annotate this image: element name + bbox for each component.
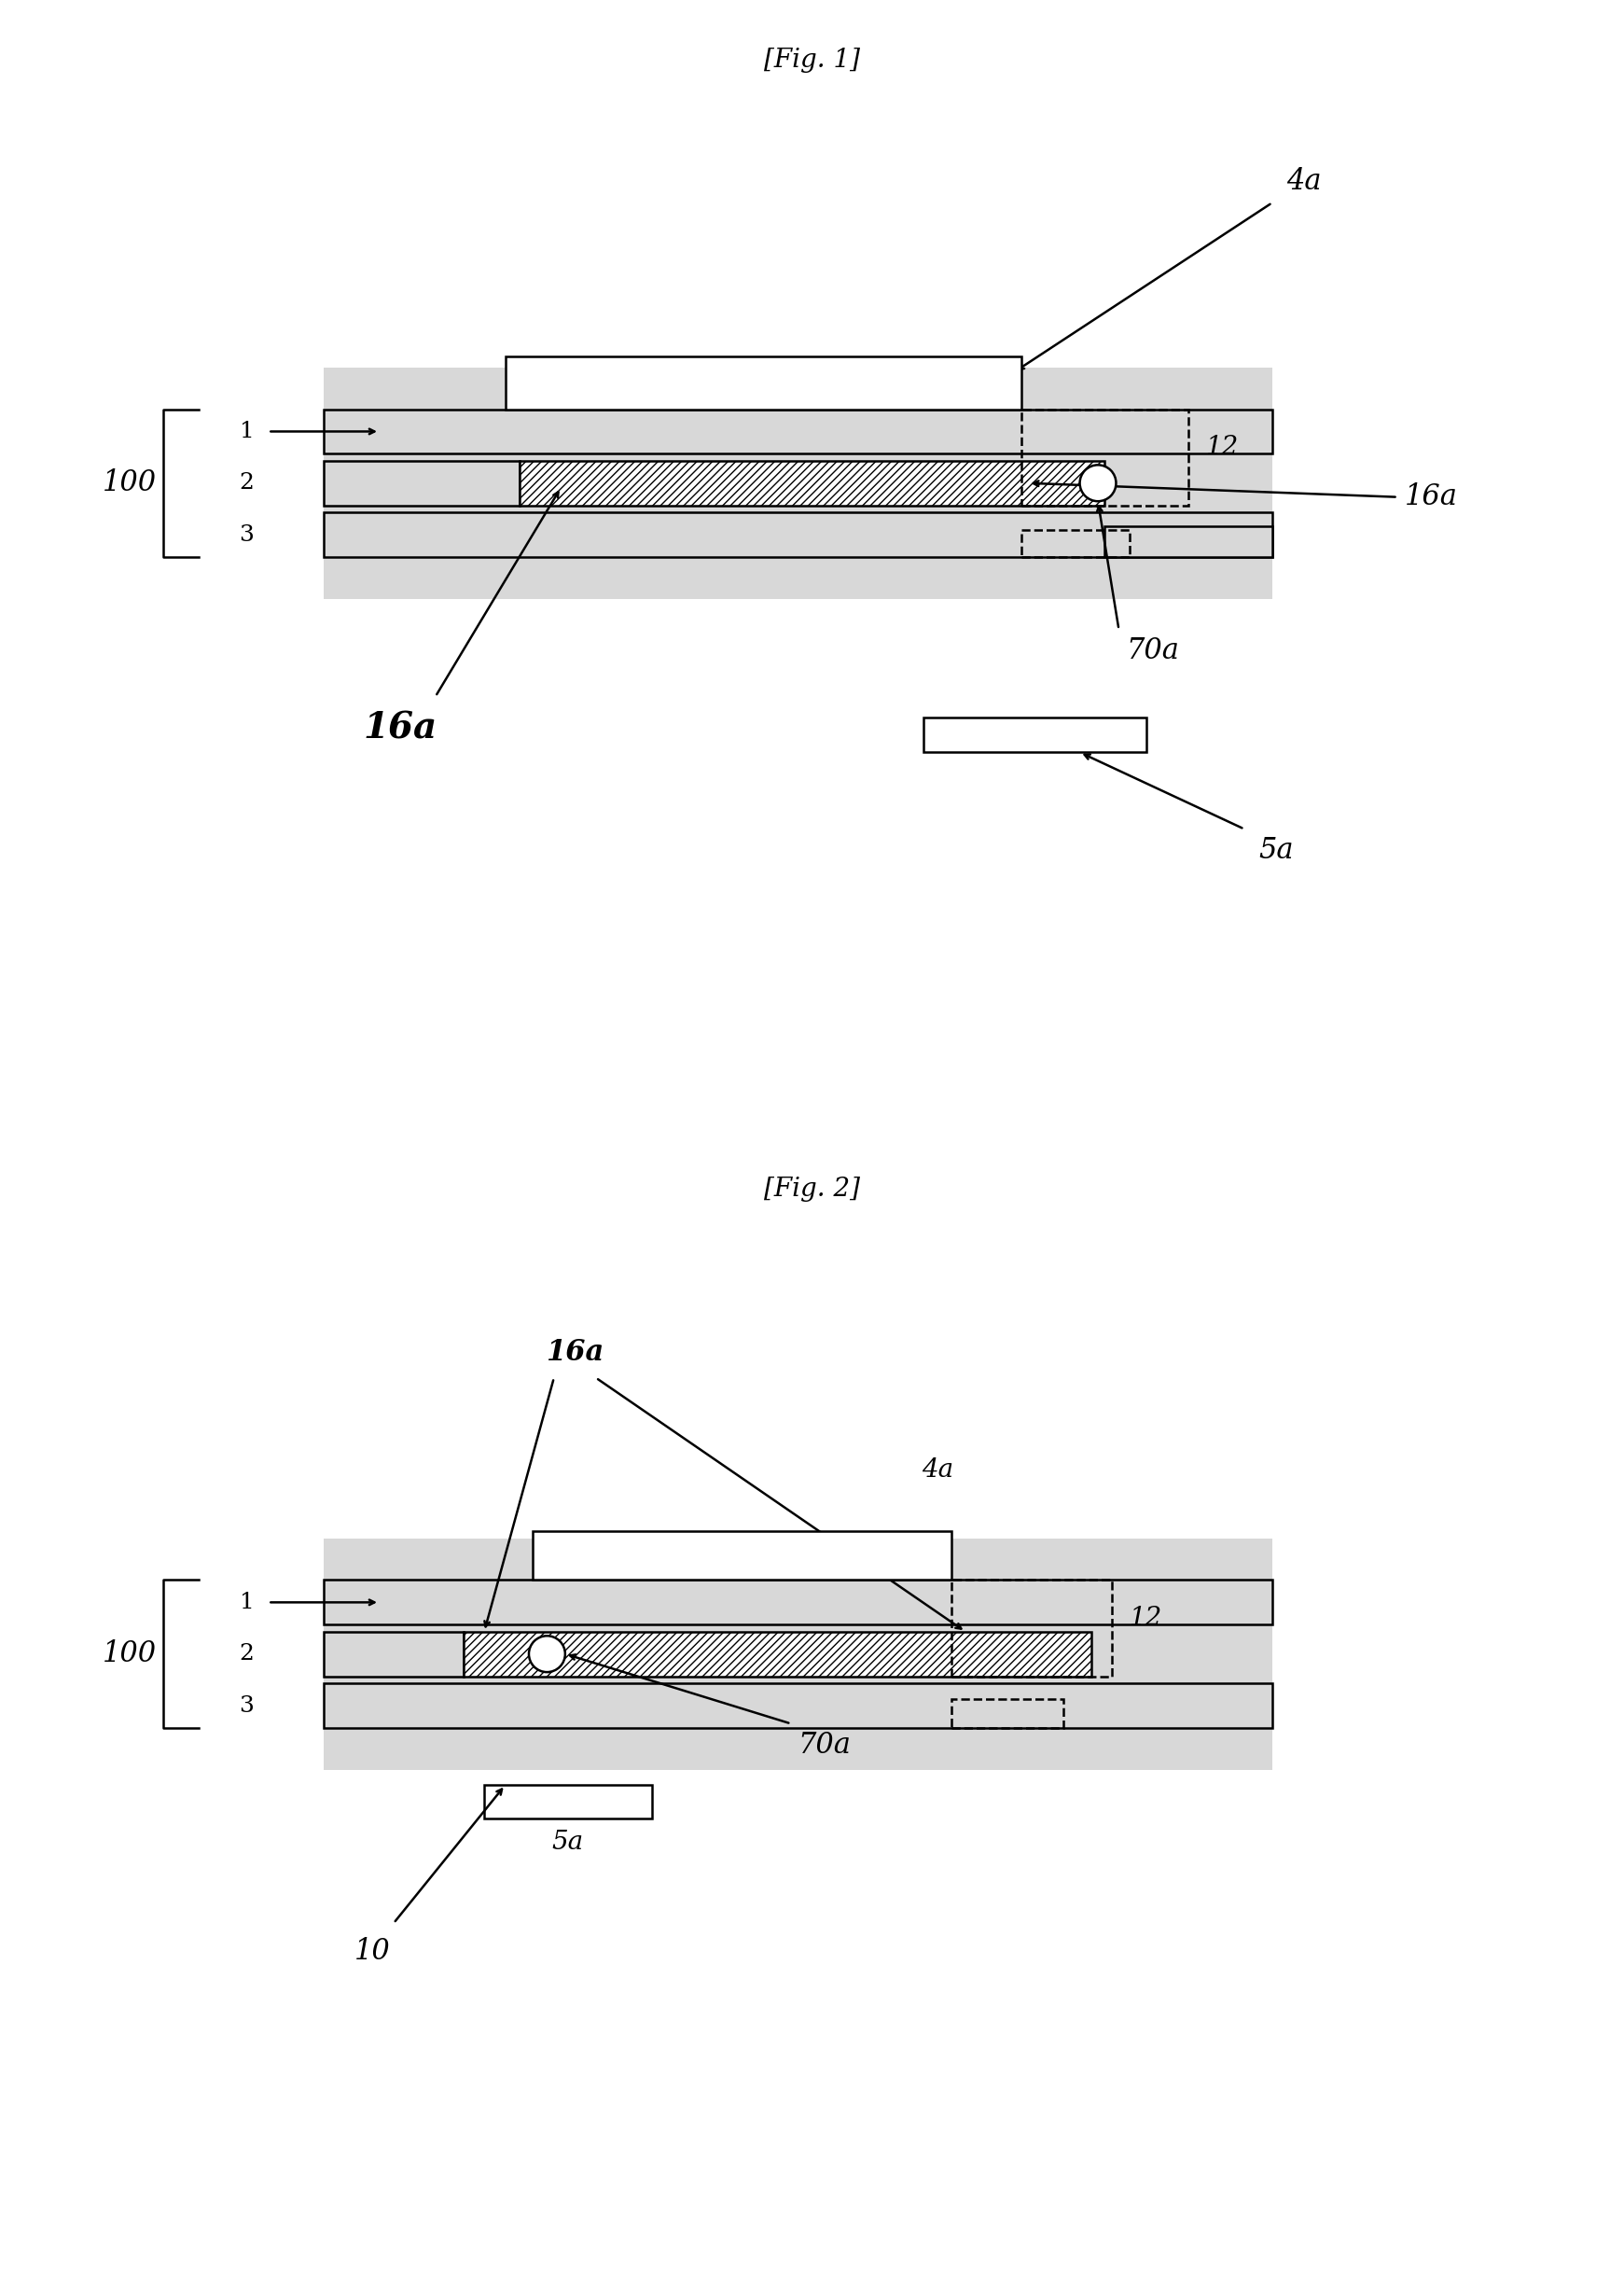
Bar: [323, 461, 520, 506]
Bar: [323, 1581, 1272, 1624]
Text: 16a: 16a: [546, 1338, 604, 1367]
Text: 12: 12: [1205, 436, 1237, 461]
Text: 5a: 5a: [1259, 836, 1293, 865]
Text: 70a: 70a: [797, 1731, 851, 1760]
Text: 5a: 5a: [552, 1830, 585, 1855]
Circle shape: [1080, 466, 1116, 502]
Text: 100: 100: [102, 468, 156, 497]
Text: 100: 100: [102, 1640, 156, 1669]
Text: 4a: 4a: [1286, 166, 1322, 195]
Text: 2: 2: [239, 1644, 253, 1665]
Bar: [1021, 529, 1130, 556]
Bar: [520, 461, 1104, 506]
Text: 16a: 16a: [364, 711, 437, 745]
Bar: [323, 1537, 1272, 1769]
Bar: [533, 1531, 952, 1581]
Bar: [323, 1631, 463, 1676]
Bar: [484, 1785, 651, 1819]
Bar: [323, 1683, 1272, 1728]
Bar: [952, 1581, 1112, 1676]
Bar: [1104, 527, 1272, 556]
Text: 1: 1: [239, 420, 253, 443]
Text: 12: 12: [1129, 1606, 1161, 1631]
Bar: [1021, 409, 1189, 506]
Circle shape: [529, 1635, 565, 1671]
Text: 3: 3: [239, 525, 253, 545]
Text: 3: 3: [239, 1694, 253, 1717]
Bar: [323, 513, 1272, 556]
Text: [Fig. 2]: [Fig. 2]: [763, 1176, 861, 1201]
Bar: [505, 357, 1021, 409]
Bar: [463, 1631, 1091, 1676]
Text: 2: 2: [239, 472, 253, 493]
Bar: [323, 368, 1272, 600]
Text: [Fig. 1]: [Fig. 1]: [763, 48, 861, 73]
Text: 70a: 70a: [1125, 636, 1179, 665]
Text: 10: 10: [354, 1937, 391, 1967]
Bar: [323, 409, 1272, 454]
Text: 1: 1: [239, 1592, 253, 1612]
Bar: [952, 1699, 1064, 1728]
Text: 4a: 4a: [921, 1458, 953, 1483]
Bar: [924, 718, 1147, 752]
Text: 16a: 16a: [1405, 484, 1458, 511]
